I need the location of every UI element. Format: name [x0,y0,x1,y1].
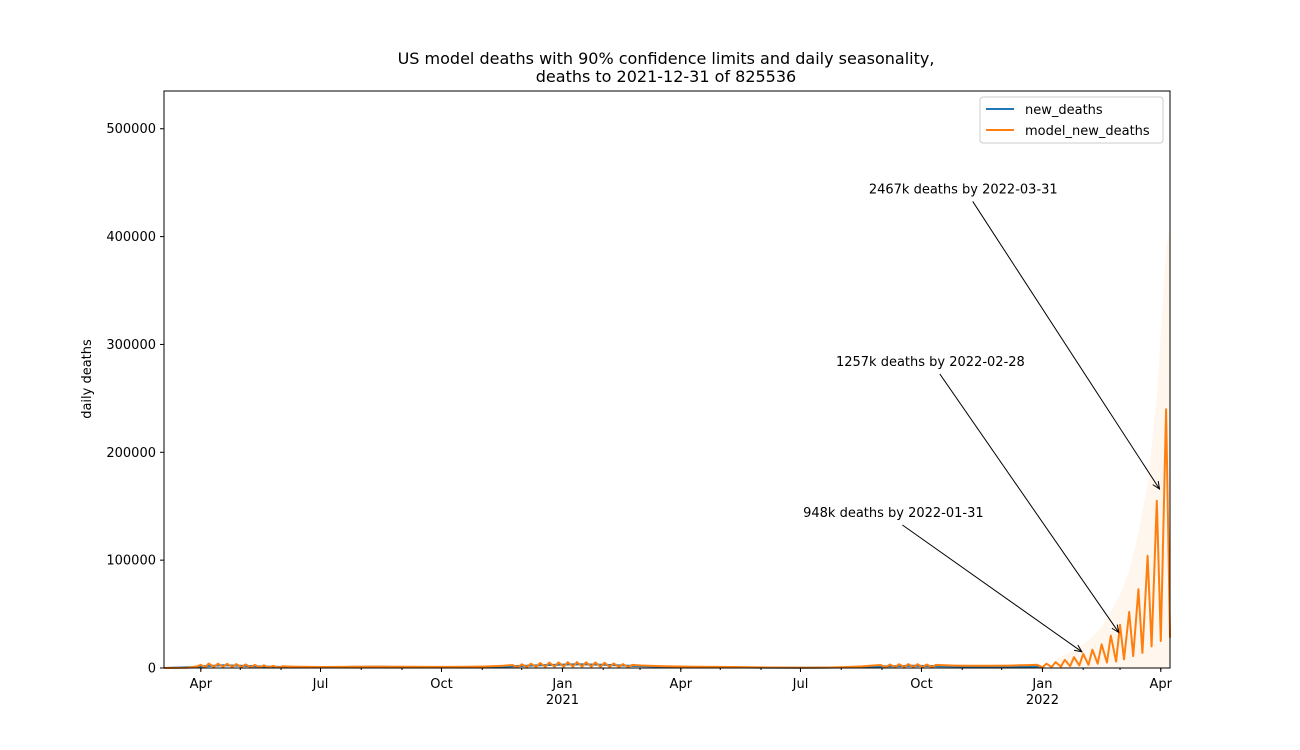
legend: new_deaths model_new_deaths [979,96,1164,144]
x-tick-label: Oct [430,677,452,692]
annotations: 948k deaths by 2022-01-31 1257k deaths by… [803,182,1161,653]
annotation-label: 2467k deaths by 2022-03-31 [869,182,1058,197]
chart-title: US model deaths with 90% confidence limi… [398,49,935,68]
y-tick-label: 200000 [106,446,156,461]
legend-box [979,96,1164,144]
y-tick-label: 300000 [106,338,156,353]
confidence-band [1055,225,1170,669]
plot-frame [163,90,1171,669]
series-layer [163,408,1171,669]
annotation-arrow-head [1152,480,1161,490]
annotation-arrow-line [972,201,1160,490]
x-tick-label: Jul [312,677,329,692]
chart-subtitle: deaths to 2021-12-31 of 825536 [536,67,796,86]
y-axis-label: daily deaths [80,339,95,419]
legend-label-new-deaths: new_deaths [1025,103,1103,118]
x-tick-label: Apr [1150,677,1173,692]
annotation-label: 948k deaths by 2022-01-31 [803,506,984,521]
x-tick-label: Apr [190,677,213,692]
annotation-arrow-head [1111,624,1120,634]
legend-label-model-new-deaths: model_new_deaths [1025,124,1150,139]
x-tick-year-label: 2022 [1026,693,1059,708]
x-tick-label: Oct [910,677,932,692]
x-tick-label: Jan [551,677,572,692]
y-tick-label: 400000 [106,230,156,245]
y-tick-label: 0 [148,662,156,677]
annotation-arrow-line [902,524,1083,653]
x-tick-label: Jan [1031,677,1052,692]
y-axis: 0 100000 200000 300000 400000 500000 [106,122,164,677]
series-line-model-new-deaths [163,408,1171,669]
y-tick-label: 500000 [106,122,156,137]
annotation-arrow-head [1073,644,1083,653]
y-tick-label: 100000 [106,554,156,569]
confidence-band-area [1055,225,1170,669]
annotation-arrow-line [939,373,1120,633]
x-tick-year-label: 2021 [546,693,579,708]
annotation-label: 1257k deaths by 2022-02-28 [836,355,1025,370]
x-tick-label: Jul [792,677,809,692]
x-tick-label: Apr [670,677,693,692]
